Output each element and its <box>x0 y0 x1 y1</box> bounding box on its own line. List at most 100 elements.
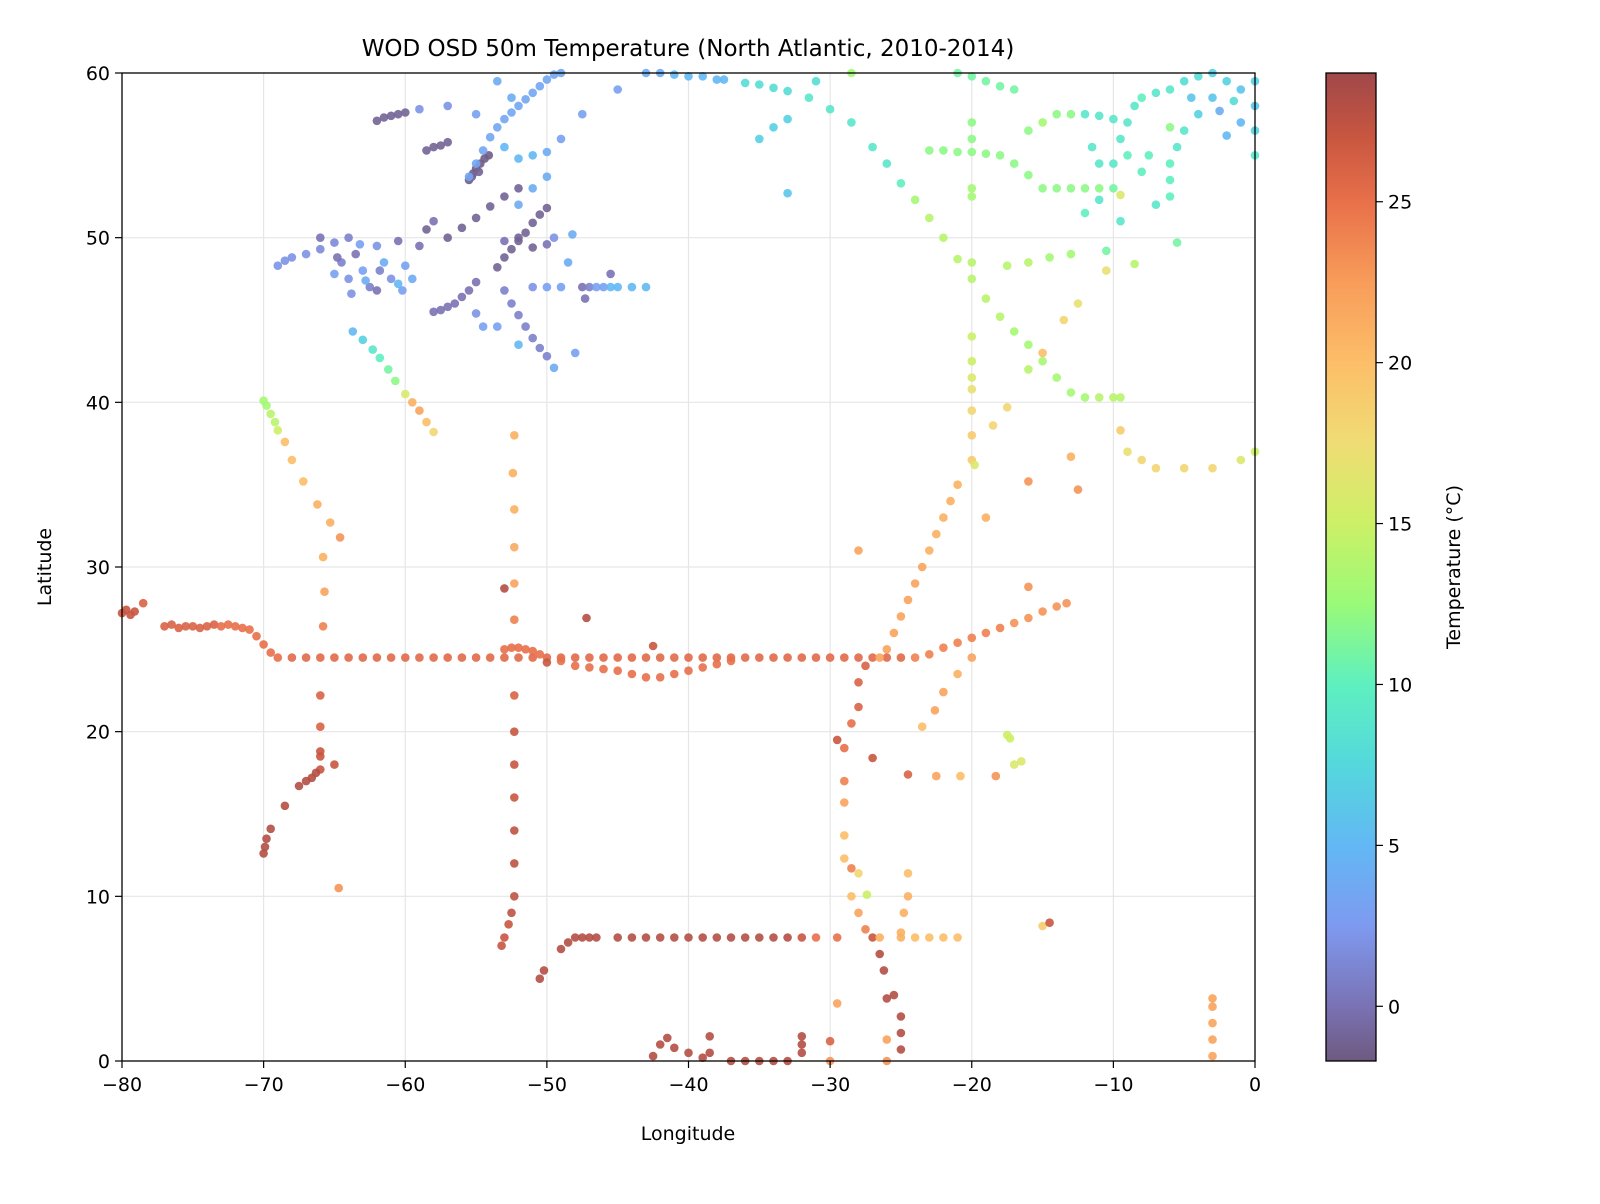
data-point <box>868 653 877 662</box>
colorbar-tick-label: 25 <box>1388 192 1412 214</box>
data-point <box>840 831 849 840</box>
data-point <box>1052 373 1061 382</box>
data-point <box>925 213 934 223</box>
data-point <box>1066 249 1076 259</box>
data-point <box>401 108 410 117</box>
data-point <box>1222 131 1231 140</box>
data-point <box>273 261 283 271</box>
data-point <box>1038 348 1047 358</box>
colorbar-tick-label: 5 <box>1388 835 1400 857</box>
data-point <box>995 151 1005 160</box>
data-point <box>599 664 608 674</box>
data-point <box>542 172 552 181</box>
data-point <box>379 258 389 267</box>
data-point <box>882 645 892 654</box>
data-point <box>896 928 906 937</box>
data-point <box>627 282 637 292</box>
data-point <box>510 579 519 588</box>
data-point <box>262 401 271 410</box>
data-point <box>840 776 849 786</box>
data-point <box>344 653 353 662</box>
data-point <box>510 793 519 802</box>
data-point <box>1080 208 1090 218</box>
data-point <box>1236 118 1246 127</box>
data-point <box>391 376 400 386</box>
data-point <box>655 933 665 942</box>
data-point <box>882 159 892 168</box>
data-point <box>130 607 139 616</box>
data-point <box>1052 602 1061 611</box>
data-point <box>967 258 977 267</box>
data-point <box>443 137 453 147</box>
data-point <box>925 546 934 555</box>
data-point <box>783 114 792 124</box>
data-point <box>1062 598 1071 608</box>
data-point <box>335 533 345 542</box>
data-point <box>712 75 722 84</box>
data-point <box>981 294 991 303</box>
data-point <box>570 933 580 942</box>
data-point <box>422 417 431 427</box>
data-point <box>521 228 530 237</box>
data-point <box>578 109 587 119</box>
data-point <box>318 552 328 562</box>
data-point <box>358 653 368 662</box>
data-point <box>500 286 509 295</box>
data-point <box>415 104 424 114</box>
data-point <box>1116 134 1125 144</box>
data-point <box>953 147 962 157</box>
data-point <box>946 496 955 506</box>
data-point <box>910 195 920 205</box>
data-point <box>613 933 622 942</box>
data-point <box>903 892 913 901</box>
data-point <box>542 658 552 667</box>
data-point <box>507 93 516 102</box>
y-axis-ticks: 0 10 20 30 40 50 60 <box>86 63 122 1073</box>
data-point <box>698 1053 707 1062</box>
data-point <box>1094 159 1104 168</box>
data-point <box>464 172 474 181</box>
data-point <box>422 146 431 155</box>
data-point <box>299 477 308 486</box>
data-point <box>655 653 665 662</box>
data-point <box>1024 613 1033 623</box>
data-point <box>542 203 552 213</box>
data-point <box>464 286 474 295</box>
data-point <box>393 109 403 119</box>
data-point <box>804 93 814 102</box>
data-point <box>493 263 502 272</box>
data-point <box>783 653 792 662</box>
data-point <box>542 240 552 249</box>
data-point <box>514 200 523 209</box>
x-tick-label: −70 <box>244 1074 284 1096</box>
data-point <box>832 933 842 942</box>
data-point <box>1179 76 1189 86</box>
data-point <box>719 75 729 84</box>
data-point <box>726 656 736 666</box>
data-point <box>655 1040 665 1049</box>
data-point <box>457 223 467 233</box>
data-point <box>535 343 545 353</box>
data-point <box>832 735 842 745</box>
data-point <box>811 76 821 86</box>
data-point <box>372 653 382 662</box>
data-point <box>507 643 516 652</box>
data-point <box>585 282 594 292</box>
data-point <box>1038 118 1047 127</box>
data-point <box>854 908 863 918</box>
data-point <box>1094 111 1104 121</box>
data-point <box>1123 118 1132 127</box>
data-point <box>330 238 339 247</box>
data-point <box>592 933 601 942</box>
data-point <box>1222 76 1231 86</box>
data-point <box>1130 101 1139 111</box>
data-point <box>889 628 899 638</box>
data-point <box>510 892 519 901</box>
data-point <box>429 427 438 437</box>
data-point <box>995 81 1005 91</box>
data-point <box>429 142 438 152</box>
data-point <box>578 933 587 942</box>
data-point <box>1208 463 1217 473</box>
data-point <box>811 653 821 662</box>
data-point <box>847 892 856 901</box>
